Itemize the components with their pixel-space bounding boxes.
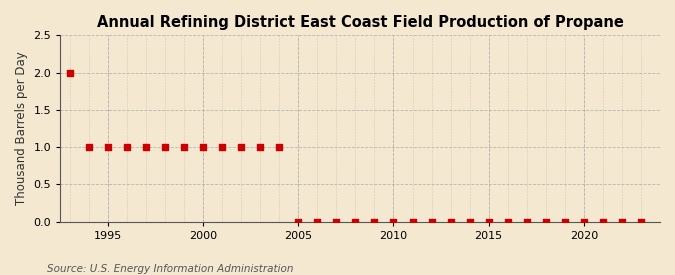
- Point: [293, 219, 304, 224]
- Point: [369, 219, 380, 224]
- Point: [597, 219, 608, 224]
- Point: [426, 219, 437, 224]
- Point: [103, 145, 113, 149]
- Point: [521, 219, 532, 224]
- Point: [578, 219, 589, 224]
- Point: [255, 145, 266, 149]
- Point: [502, 219, 513, 224]
- Point: [388, 219, 399, 224]
- Point: [312, 219, 323, 224]
- Point: [217, 145, 227, 149]
- Point: [483, 219, 494, 224]
- Title: Annual Refining District East Coast Field Production of Propane: Annual Refining District East Coast Fiel…: [97, 15, 624, 30]
- Point: [236, 145, 246, 149]
- Point: [122, 145, 132, 149]
- Point: [350, 219, 361, 224]
- Point: [84, 145, 95, 149]
- Y-axis label: Thousand Barrels per Day: Thousand Barrels per Day: [15, 52, 28, 205]
- Point: [541, 219, 551, 224]
- Point: [179, 145, 190, 149]
- Point: [274, 145, 285, 149]
- Point: [446, 219, 456, 224]
- Point: [560, 219, 570, 224]
- Point: [140, 145, 151, 149]
- Point: [407, 219, 418, 224]
- Point: [616, 219, 627, 224]
- Point: [64, 70, 75, 75]
- Point: [636, 219, 647, 224]
- Point: [198, 145, 209, 149]
- Text: Source: U.S. Energy Information Administration: Source: U.S. Energy Information Administ…: [47, 264, 294, 274]
- Point: [331, 219, 342, 224]
- Point: [464, 219, 475, 224]
- Point: [159, 145, 170, 149]
